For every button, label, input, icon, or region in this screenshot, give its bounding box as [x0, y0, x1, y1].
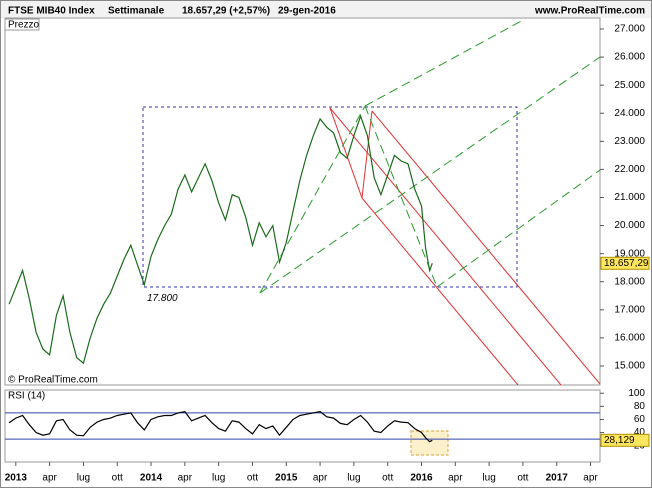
range-box — [142, 106, 518, 288]
x-tick-label: ott — [247, 473, 258, 484]
x-tick-label: 2016 — [410, 473, 433, 484]
last: 18.657,29 (+2,57%) — [182, 6, 270, 17]
y-tick-label: 17.000 — [614, 304, 645, 315]
last-tag-label: 18.657,29 — [604, 258, 649, 269]
rsi-panel — [4, 389, 601, 463]
x-tick-label: lug — [212, 473, 225, 484]
price-line — [8, 114, 433, 365]
y-tick-label: 20.000 — [614, 220, 645, 231]
y-tick-label: 27.000 — [614, 24, 645, 35]
x-tick-label: lug — [482, 473, 495, 484]
fork-line — [364, 105, 438, 288]
y-tick-label: 19.000 — [614, 248, 645, 259]
fork-line — [259, 105, 366, 294]
y-tick-label: 25.000 — [614, 80, 645, 91]
y-tick-label: 26.000 — [614, 52, 645, 63]
x-tick-label: apr — [448, 473, 463, 484]
price-panel — [4, 17, 601, 386]
fork-line — [364, 18, 526, 107]
y-tick-label: 15.000 — [614, 361, 645, 372]
x-tick-label: ott — [112, 473, 123, 484]
x-tick-label: lug — [347, 473, 360, 484]
rsi-label: RSI (14) — [8, 391, 45, 402]
x-tick-label: apr — [42, 473, 57, 484]
panel-label-box — [4, 18, 40, 31]
fork-line — [371, 110, 601, 385]
rsi-highlight — [410, 430, 449, 456]
annotation: 17.800 — [147, 293, 178, 304]
y-tick-label: 22.000 — [614, 164, 645, 175]
y-tick-label: 21.000 — [614, 192, 645, 203]
x-tick-label: 2017 — [546, 473, 569, 484]
pitchfork-red — [329, 107, 601, 386]
date: 29-gen-2016 — [278, 6, 336, 17]
period: Settimanale — [108, 6, 165, 17]
x-tick-label: apr — [313, 473, 328, 484]
x-tick-label: 2015 — [275, 473, 298, 484]
last-tag-label: 28,129 — [604, 435, 635, 446]
rsi-line — [8, 410, 433, 443]
site: www.ProRealTime.com — [534, 6, 645, 17]
panel-label: Prezzo — [8, 20, 40, 31]
fork-line — [361, 110, 373, 199]
y-tick-label: 100 — [628, 388, 645, 399]
x-tick-label: 2013 — [5, 473, 28, 484]
y-tick-label: 40 — [634, 427, 646, 438]
x-tick-label: apr — [583, 473, 598, 484]
fork-line — [329, 107, 562, 386]
fork-line — [259, 56, 601, 294]
header-bar — [1, 1, 651, 18]
x-tick-label: 2014 — [140, 473, 163, 484]
x-tick-label: ott — [382, 473, 393, 484]
fork-line — [329, 107, 363, 199]
last-tag-box — [600, 256, 650, 270]
instrument: FTSE MIB40 Index — [8, 6, 95, 17]
fork-line — [436, 169, 601, 288]
y-tick-label: 16.000 — [614, 333, 645, 344]
drawings — [142, 18, 601, 456]
y-tick-label: 24.000 — [614, 108, 645, 119]
y-tick-label: 60 — [634, 414, 646, 425]
x-tick-label: ott — [517, 473, 528, 484]
pitchfork-green — [259, 18, 601, 294]
y-tick-label: 80 — [634, 401, 646, 412]
y-tick-label: 18.000 — [614, 276, 645, 287]
y-tick-label: 23.000 — [614, 136, 645, 147]
x-tick-label: lug — [77, 473, 90, 484]
last-tag-box — [600, 433, 650, 447]
fork-line — [361, 197, 519, 386]
copyright: © ProRealTime.com — [8, 375, 98, 386]
x-tick-label: apr — [178, 473, 193, 484]
